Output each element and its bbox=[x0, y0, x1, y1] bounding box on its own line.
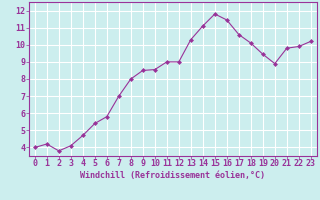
X-axis label: Windchill (Refroidissement éolien,°C): Windchill (Refroidissement éolien,°C) bbox=[80, 171, 265, 180]
